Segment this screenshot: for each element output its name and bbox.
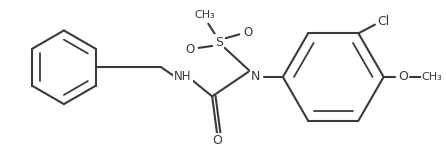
Text: O: O (244, 26, 252, 39)
Text: CH₃: CH₃ (194, 10, 215, 20)
Text: CH₃: CH₃ (422, 72, 442, 82)
Text: O: O (212, 134, 222, 147)
Text: O: O (185, 43, 194, 56)
Text: N: N (251, 70, 260, 83)
Text: O: O (398, 70, 408, 83)
Text: S: S (215, 36, 223, 49)
Text: NH: NH (174, 70, 192, 83)
Text: Cl: Cl (377, 15, 390, 28)
